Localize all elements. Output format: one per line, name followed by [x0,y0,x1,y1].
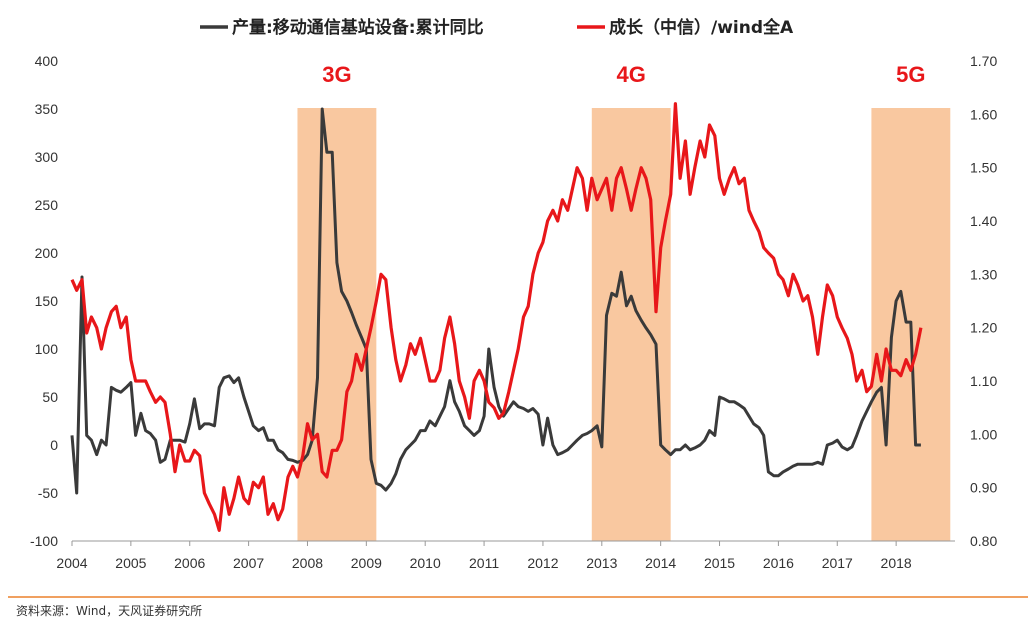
x-tick-label: 2010 [410,555,441,571]
right-tick-label: 1.20 [970,320,997,336]
x-tick-label: 2009 [351,555,382,571]
shade-4g [591,108,671,541]
series-lines [70,102,923,532]
shade-3g [297,108,377,541]
x-tick-label: 2016 [763,555,794,571]
left-tick-label: -100 [30,533,58,549]
left-tick-label: 100 [35,341,59,357]
right-tick-label: 0.90 [970,480,997,496]
x-tick-label: 2012 [527,555,558,571]
right-tick-label: 1.00 [970,426,997,442]
x-tick-label: 2005 [115,555,146,571]
left-axis-ticks: -100 -50 0 50 100 150 200 250 300 350 400 [30,53,58,549]
x-tick-label: 2007 [233,555,264,571]
x-tick-label: 2015 [704,555,735,571]
x-tick-label: 2008 [292,555,323,571]
x-tick-label: 2006 [174,555,205,571]
left-tick-label: 300 [35,149,59,165]
left-tick-label: 150 [35,293,59,309]
left-tick-label: 0 [50,437,58,453]
series-line-2 [70,102,923,532]
era-label-3g: 3G [322,62,351,87]
x-tick-label: 2004 [56,555,87,571]
footer-divider [8,596,1028,598]
era-label-4g: 4G [617,62,646,87]
legend: 产量:移动通信基站设备:累计同比 成长（中信）/wind全A [200,17,794,38]
x-tick-label: 2017 [822,555,853,571]
x-axis-ticks: 2004 2005 2006 2007 2008 2009 2010 2011 2012 2013… [56,541,912,571]
right-tick-label: 1.60 [970,106,997,122]
era-label-5g: 5G [896,62,925,87]
x-tick-label: 2013 [586,555,617,571]
x-tick-label: 2011 [469,555,499,571]
left-tick-label: 50 [42,389,58,405]
right-tick-label: 1.10 [970,373,997,389]
left-tick-label: 200 [35,245,59,261]
right-tick-label: 1.50 [970,160,997,176]
left-tick-label: 250 [35,197,59,213]
left-tick-label: 400 [35,53,59,69]
right-tick-label: 1.70 [970,53,997,69]
series-line-1 [70,107,921,495]
right-tick-label: 0.80 [970,533,997,549]
right-tick-label: 1.40 [970,213,997,229]
right-axis-ticks: 0.80 0.90 1.00 1.10 1.20 1.30 1.40 1.50 1.60 1.70 [970,53,997,549]
source-note: 资料来源：Wind，天风证券研究所 [16,604,203,618]
left-tick-label: 350 [35,101,59,117]
left-tick-label: -50 [38,485,58,501]
legend-label-2: 成长（中信）/wind全A [609,17,794,38]
era-labels: 3G 4G 5G [322,62,925,87]
right-tick-label: 1.30 [970,266,997,282]
x-tick-label: 2018 [881,555,912,571]
legend-label-1: 产量:移动通信基站设备:累计同比 [232,17,484,38]
x-tick-label: 2014 [645,555,676,571]
